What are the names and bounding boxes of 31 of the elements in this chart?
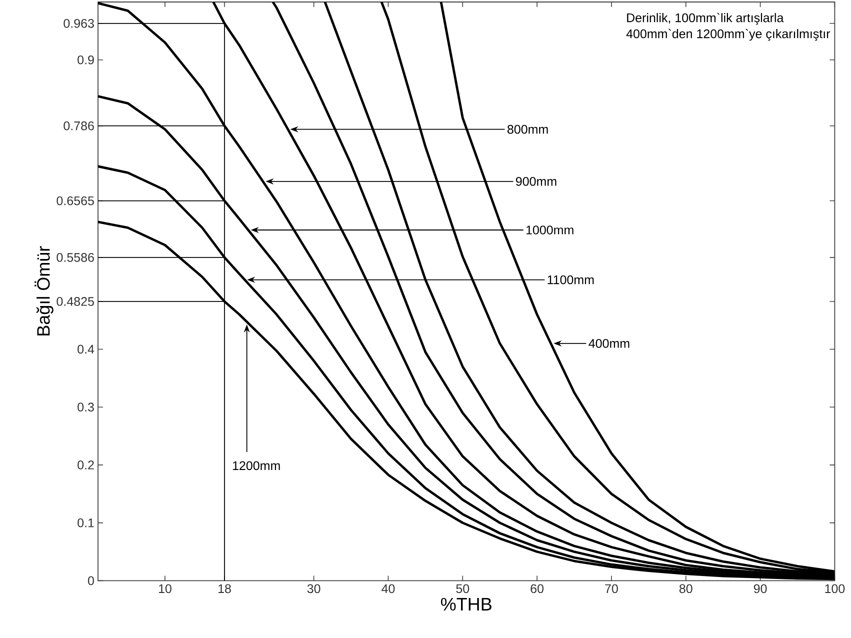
x-tick-label: 18 xyxy=(218,584,231,594)
annotation: 800mm xyxy=(508,124,548,134)
y-axis-title: Bağıl Ömür xyxy=(34,246,54,336)
x-tick-label: 90 xyxy=(754,584,767,594)
x-tick-label: 100 xyxy=(825,584,845,594)
y-tick-label: 0.963 xyxy=(64,18,94,28)
x-tick-label: 10 xyxy=(158,584,172,594)
x-tick-label: 60 xyxy=(530,584,544,594)
x-tick-label: 30 xyxy=(307,584,320,594)
y-tick-label: 0.5586 xyxy=(56,253,94,262)
x-tick-label: 80 xyxy=(679,584,692,594)
x-tick-label: 70 xyxy=(605,584,618,594)
y-tick-label: 0.1 xyxy=(78,518,94,528)
y-tick-label: 0.6565 xyxy=(56,196,94,206)
x-tick-label: 40 xyxy=(382,584,395,594)
annotation: 1100mm xyxy=(548,275,594,284)
y-tick-label: 0 xyxy=(88,576,94,586)
x-axis-title: %THB xyxy=(440,598,492,611)
y-tick-label: 0.4 xyxy=(78,344,94,354)
y-tick-label: 0.786 xyxy=(64,121,94,130)
annotation: 1000mm xyxy=(526,226,574,234)
annotation: 400mm xyxy=(588,339,630,348)
annotation: Derinlik, 100mm`lik artışlarla xyxy=(627,12,784,25)
y-tick-label: 0.3 xyxy=(78,402,94,412)
annotation: 400mm`den 1200mm`ye çıkarılmıştır xyxy=(626,28,830,41)
y-tick-label: 0.4825 xyxy=(56,297,94,306)
annotation: 900mm xyxy=(516,176,556,186)
x-tick-label: 50 xyxy=(456,584,470,594)
y-tick-label: 0.9 xyxy=(78,55,94,64)
y-tick-label: 0.2 xyxy=(78,460,94,470)
annotation: 1200mm xyxy=(232,461,280,470)
